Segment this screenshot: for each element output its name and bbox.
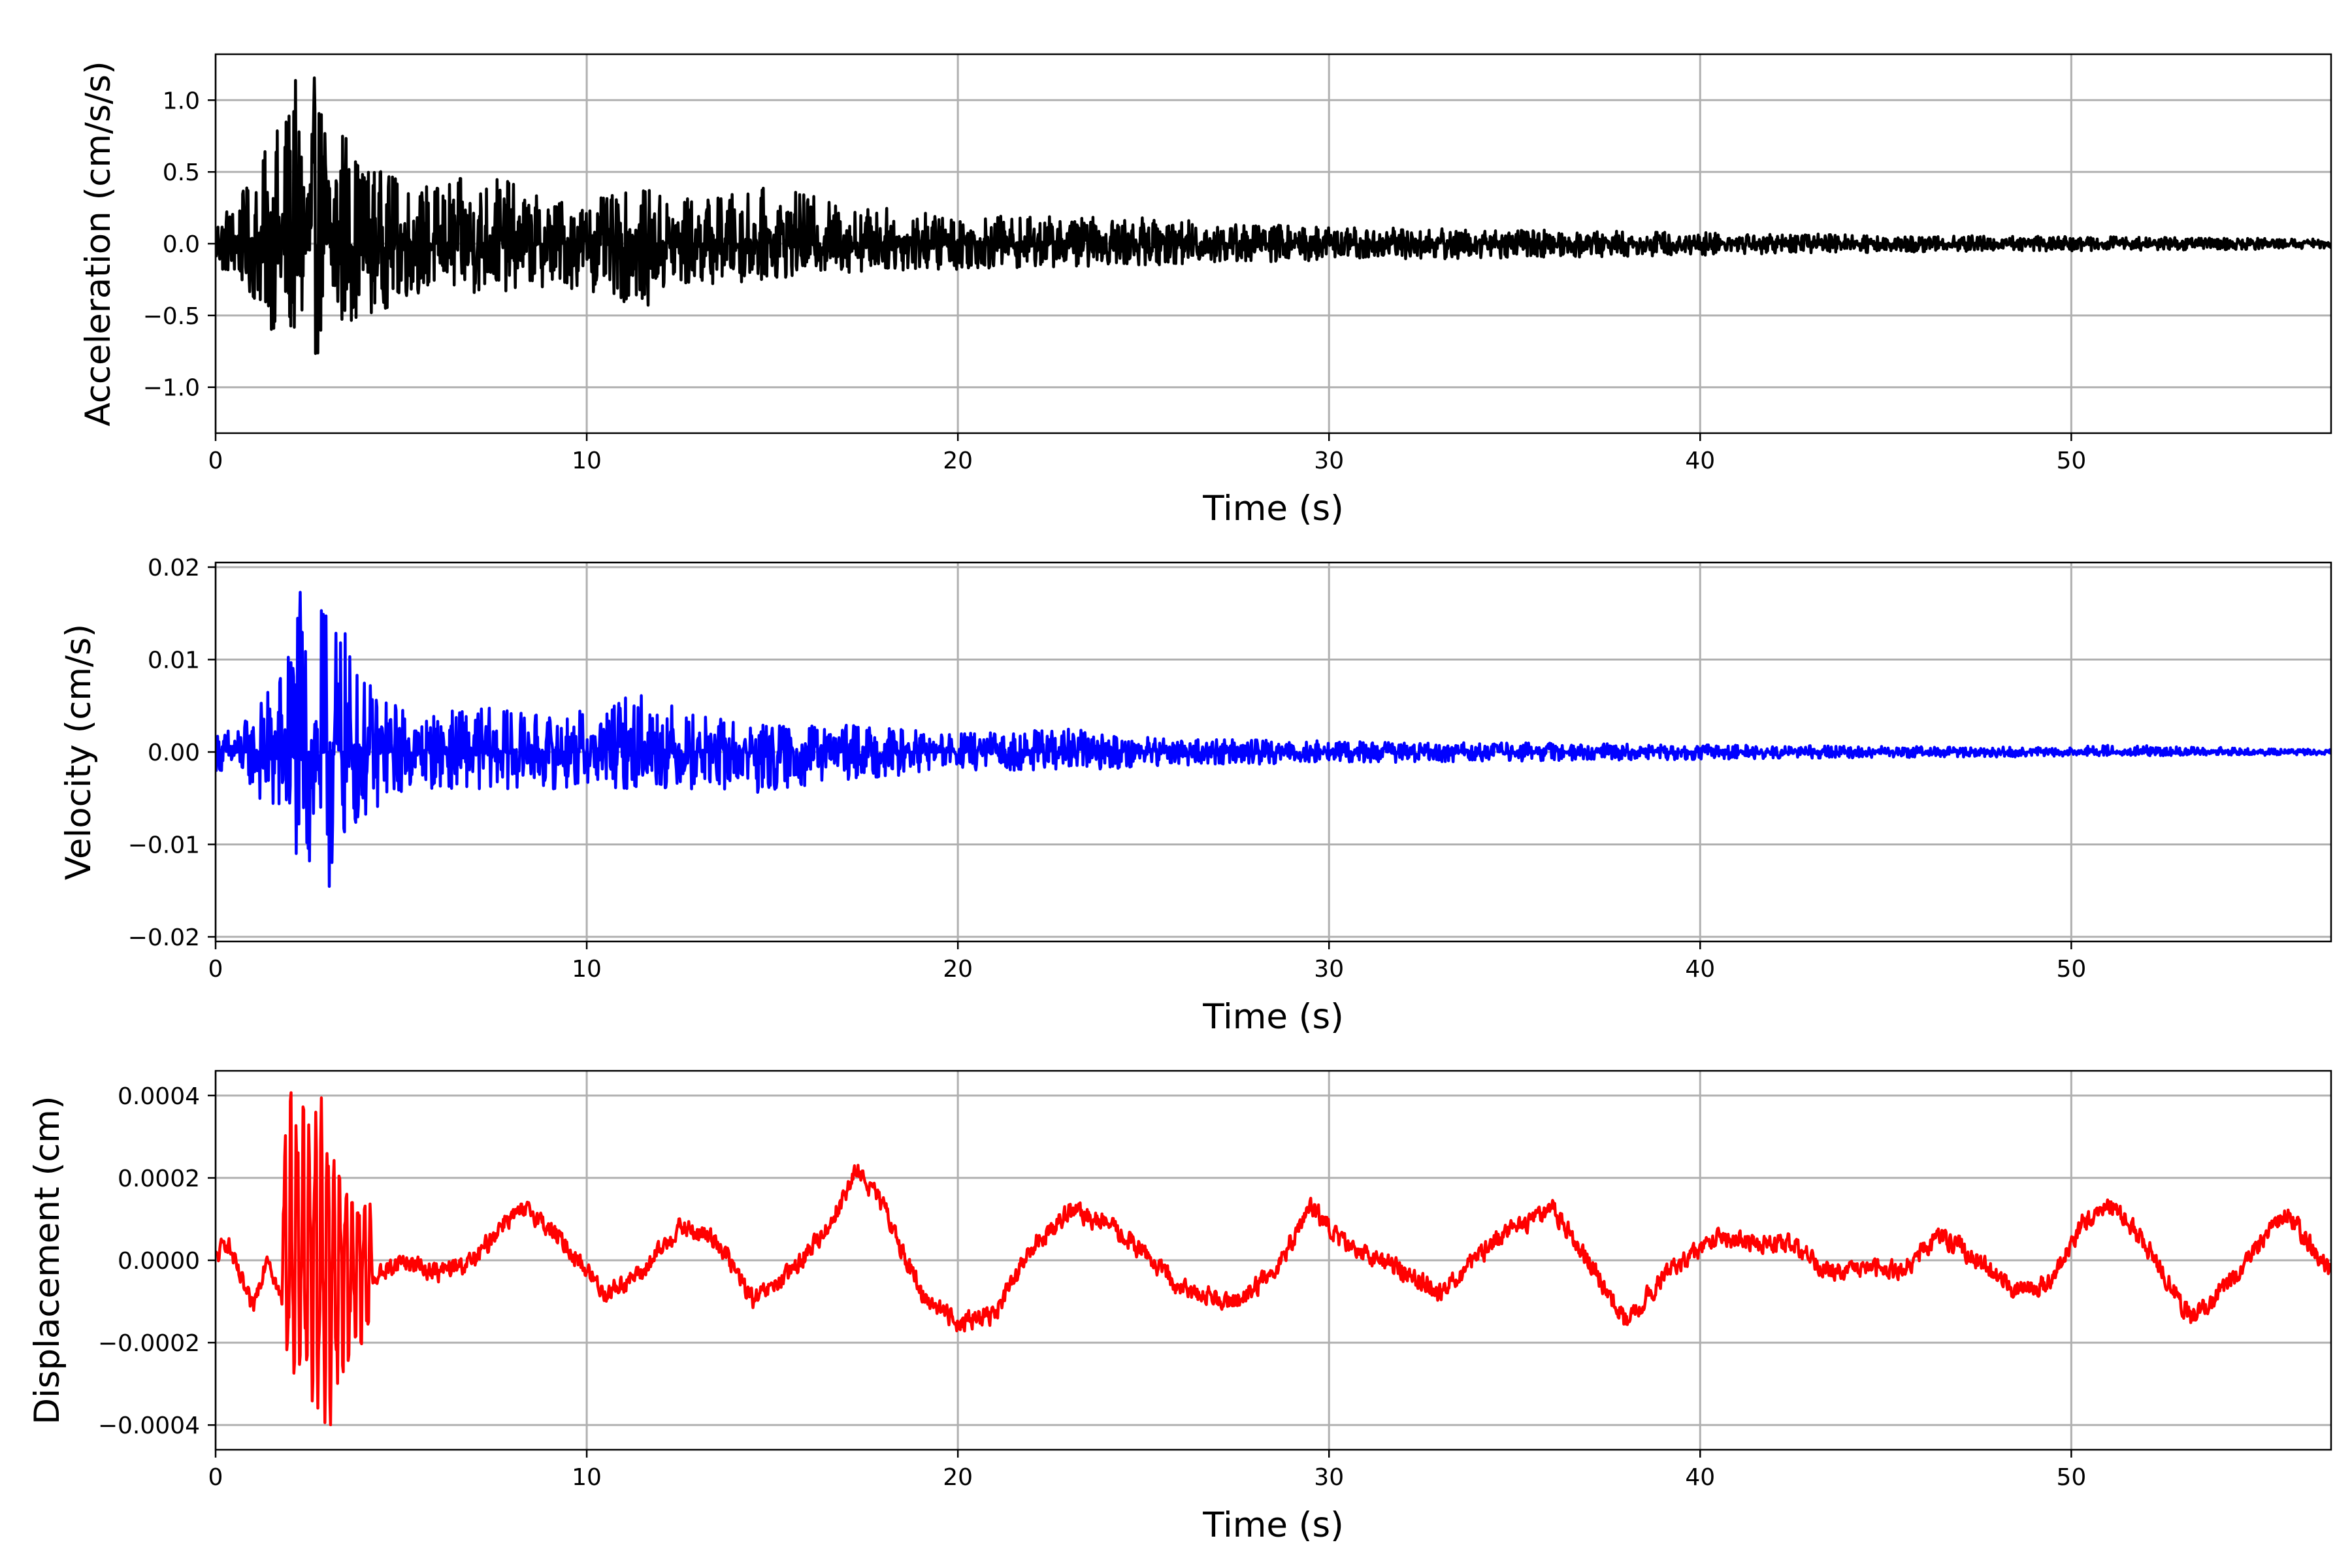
displacement-x-tick-label: 0	[208, 1464, 223, 1491]
velocity-panel: 0 10 20 30 40 50 −0.02 −0.01 0.00 0.01 0.02 Time …	[59, 555, 2332, 1037]
velocity-x-tick-label: 50	[2056, 956, 2086, 983]
acceleration-panel: 0 10 20 30 40 50 −1.0 −0.5 0.0 0.5 1.0 Time (s) A…	[78, 53, 2332, 529]
velocity-x-tick-label: 10	[572, 956, 602, 983]
displacement-series-line	[216, 1091, 2331, 1427]
displacement-y-tick-label: −0.0004	[98, 1413, 200, 1439]
velocity-y-tick-label: −0.01	[128, 832, 200, 858]
displacement-grid	[214, 1071, 2331, 1450]
acceleration-y-ticks: −1.0 −0.5 0.0 0.5 1.0	[143, 88, 216, 402]
acceleration-x-tick-label: 40	[1685, 448, 1715, 474]
velocity-x-tick-label: 40	[1685, 956, 1715, 983]
displacement-y-axis-label: Displacement (cm)	[27, 1096, 67, 1424]
displacement-x-tick-label: 20	[943, 1464, 973, 1491]
velocity-x-axis-label: Time (s)	[1202, 997, 1344, 1037]
displacement-x-tick-label: 10	[572, 1464, 602, 1491]
acceleration-x-tick-label: 30	[1314, 448, 1344, 474]
displacement-trace-layer	[216, 1091, 2331, 1427]
velocity-y-axis-label: Velocity (cm/s)	[59, 624, 99, 880]
acceleration-y-tick-label: −0.5	[143, 303, 200, 330]
velocity-y-ticks: −0.02 −0.01 0.00 0.01 0.02	[128, 555, 216, 951]
acceleration-series-line	[216, 76, 2331, 355]
displacement-x-ticks: 0 10 20 30 40 50	[208, 1450, 2086, 1491]
velocity-series-line	[216, 591, 2331, 889]
displacement-x-tick-label: 30	[1314, 1464, 1344, 1491]
velocity-trace-layer	[216, 591, 2331, 889]
velocity-x-tick-label: 0	[208, 956, 223, 983]
velocity-y-tick-label: 0.01	[148, 647, 200, 674]
displacement-x-tick-label: 40	[1685, 1464, 1715, 1491]
velocity-x-tick-label: 30	[1314, 956, 1344, 983]
acceleration-trace-layer	[216, 76, 2331, 355]
acceleration-x-tick-label: 20	[943, 448, 973, 474]
velocity-y-tick-label: 0.02	[148, 555, 200, 581]
acceleration-x-tick-label: 0	[208, 448, 223, 474]
displacement-y-tick-label: 0.0004	[118, 1083, 200, 1110]
acceleration-x-tick-label: 10	[572, 448, 602, 474]
displacement-y-tick-label: 0.0000	[118, 1248, 200, 1275]
displacement-y-ticks: −0.0004 −0.0002 0.0000 0.0002 0.0004	[98, 1083, 216, 1439]
velocity-y-tick-label: −0.02	[128, 924, 200, 951]
displacement-x-tick-label: 50	[2056, 1464, 2086, 1491]
acceleration-x-axis-label: Time (s)	[1202, 489, 1344, 529]
velocity-x-ticks: 0 10 20 30 40 50	[208, 941, 2086, 983]
displacement-panel: 0 10 20 30 40 50 −0.0004 −0.0002 0.0000 0.0002 0.…	[27, 1070, 2332, 1545]
acceleration-y-tick-label: 1.0	[163, 88, 200, 114]
velocity-x-tick-label: 20	[943, 956, 973, 983]
displacement-y-tick-label: 0.0002	[118, 1166, 200, 1192]
displacement-x-axis-label: Time (s)	[1202, 1505, 1344, 1545]
acceleration-y-tick-label: 0.0	[163, 231, 200, 258]
acceleration-y-tick-label: −1.0	[143, 375, 200, 402]
velocity-y-tick-label: 0.00	[148, 740, 200, 766]
acceleration-x-tick-label: 50	[2056, 448, 2086, 474]
acceleration-y-axis-label: Acceleration (cm/s/s)	[78, 61, 118, 426]
acceleration-x-ticks: 0 10 20 30 40 50	[208, 433, 2086, 474]
acceleration-y-tick-label: 0.5	[163, 159, 200, 186]
displacement-y-tick-label: −0.0002	[98, 1330, 200, 1357]
